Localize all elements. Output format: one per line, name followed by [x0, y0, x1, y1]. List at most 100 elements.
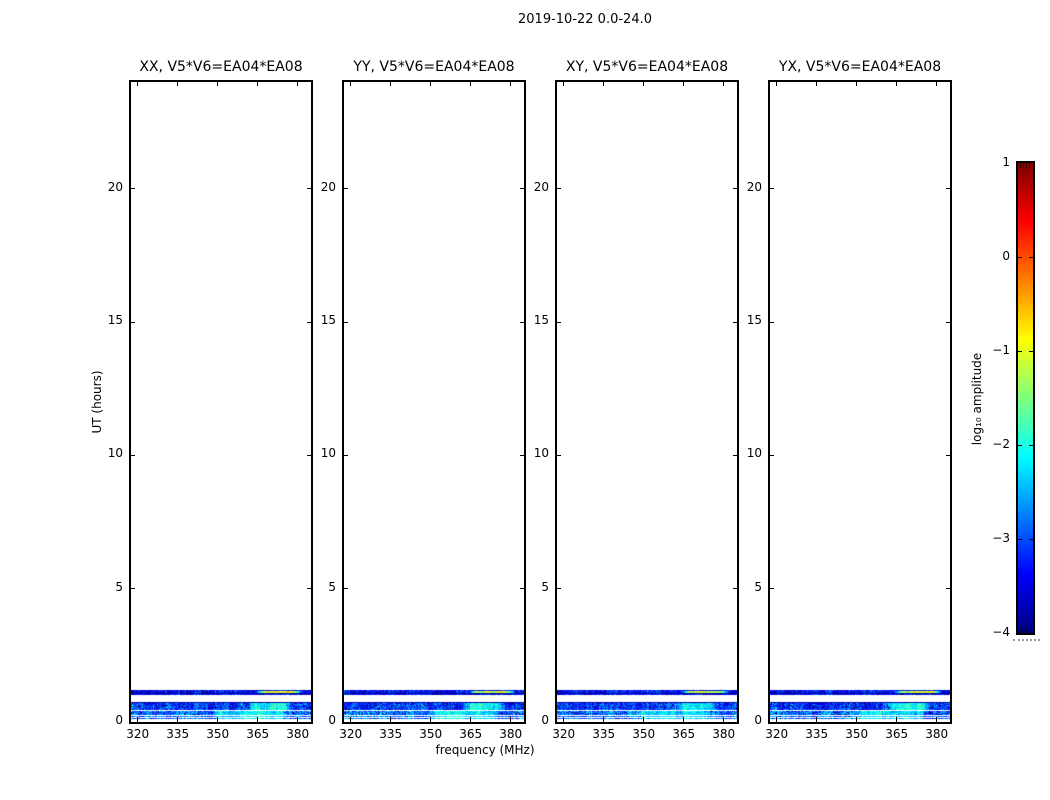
x-tick-mark-bottom: [257, 717, 259, 722]
y-tick-label: 20: [746, 179, 762, 194]
panel-yy-plot: 320 335 350 365 380 0 5 10 15 20: [321, 80, 526, 741]
y-tick-label: 0: [754, 713, 762, 727]
colorbar-tick-mark-left: [1018, 538, 1022, 540]
x-tick-label: 320: [126, 727, 150, 741]
x-tick-mark-bottom: [350, 717, 352, 722]
panel-xx-heatmap: [131, 82, 311, 722]
x-tick-label: 380: [499, 727, 523, 741]
y-tick-mark-left: [770, 588, 774, 590]
y-tick-mark-right: [733, 454, 737, 456]
panel-xy-plot: 320 335 350 365 380 0 5 10 15 20: [534, 80, 739, 741]
x-tick-mark-bottom: [816, 717, 818, 722]
x-tick-mark-top: [430, 82, 432, 86]
x-tick-mark-bottom: [510, 717, 512, 722]
x-tick-mark-top: [297, 82, 299, 86]
y-tick-label: 15: [533, 313, 549, 327]
x-tick-mark-bottom: [856, 717, 858, 722]
x-tick-label: 335: [379, 727, 403, 741]
y-tick-mark-left: [344, 454, 348, 456]
y-tick-label: 0: [115, 713, 123, 727]
colorbar-tick-label: −4: [992, 625, 1010, 639]
panel-yx-plot: 320 335 350 365 380 0 5 10 15 20: [747, 80, 952, 741]
y-tick-mark-right: [946, 454, 950, 456]
x-tick-mark-bottom: [430, 717, 432, 722]
y-tick-label: 10: [107, 446, 123, 461]
x-axis-label: frequency (MHz): [435, 743, 535, 757]
colorbar-tick-mark-left: [1018, 350, 1022, 352]
x-tick-label: 350: [419, 727, 443, 741]
y-tick-label: 20: [533, 179, 549, 194]
x-tick-mark-bottom: [217, 717, 219, 722]
x-tick-mark-bottom: [470, 717, 472, 722]
y-tick-mark-right: [307, 321, 311, 323]
y-tick-label: 0: [328, 713, 336, 727]
x-tick-mark-bottom: [723, 717, 725, 722]
x-tick-label: 320: [765, 727, 789, 741]
x-tick-mark-bottom: [683, 717, 685, 722]
y-tick-mark-left: [131, 454, 135, 456]
colorbar-top-hatch-marks: [1020, 163, 1031, 168]
x-tick-label: 380: [712, 727, 736, 741]
x-tick-label: 350: [632, 727, 656, 741]
panel-yx-title: YX, V5*V6=EA04*EA08: [778, 59, 942, 75]
y-tick-label: 10: [746, 446, 762, 461]
panel-yy: YY, V5*V6=EA04*EA08 320 335 350 365 380 0 5 10 1…: [321, 0, 526, 780]
colorbar-tick-label: −1: [992, 343, 1010, 357]
panel-xx-plot: 320 335 350 365 380 0 5 10 15 20: [108, 80, 313, 741]
y-tick-mark-right: [733, 188, 737, 190]
y-tick-label: 10: [320, 446, 336, 461]
panel-yx-heatmap: [770, 82, 950, 722]
x-tick-mark-bottom: [137, 717, 139, 722]
colorbar: 1 0 −1 −2 −3 −4: [992, 155, 1035, 639]
y-tick-mark-right: [733, 588, 737, 590]
x-tick-label: 335: [805, 727, 829, 741]
panel-xy-heatmap: [557, 82, 737, 722]
y-tick-label: 20: [107, 179, 123, 194]
y-tick-mark-left: [131, 321, 135, 323]
x-tick-mark-bottom: [297, 717, 299, 722]
y-tick-mark-left: [557, 588, 561, 590]
y-tick-mark-right: [946, 588, 950, 590]
panel-yy-title: YY, V5*V6=EA04*EA08: [353, 59, 515, 75]
colorbar-tick-mark-right: [1029, 256, 1033, 258]
x-tick-label: 380: [925, 727, 949, 741]
y-tick-label: 5: [754, 579, 762, 594]
colorbar-tick-label: −3: [992, 531, 1010, 545]
y-tick-mark-right: [946, 188, 950, 190]
y-tick-label: 5: [328, 579, 336, 594]
x-tick-mark-bottom: [936, 717, 938, 722]
x-tick-mark-top: [350, 82, 352, 86]
x-tick-label: 320: [552, 727, 576, 741]
y-tick-mark-left: [557, 188, 561, 190]
y-tick-mark-left: [557, 321, 561, 323]
figure-title: 2019-10-22 0.0-24.0: [518, 12, 652, 27]
panel-xy-title: XY, V5*V6=EA04*EA08: [565, 59, 729, 75]
x-tick-label: 365: [459, 727, 483, 741]
y-tick-mark-left: [344, 188, 348, 190]
x-tick-mark-top: [683, 82, 685, 86]
y-tick-label: 5: [115, 579, 123, 594]
y-tick-label: 0: [541, 713, 549, 727]
x-tick-mark-top: [510, 82, 512, 86]
x-tick-label: 380: [286, 727, 310, 741]
y-tick-mark-left: [770, 321, 774, 323]
x-tick-label: 365: [885, 727, 909, 741]
panel-xx-title: XX, V5*V6=EA04*EA08: [139, 59, 303, 75]
x-tick-mark-top: [896, 82, 898, 86]
y-tick-label: 15: [107, 313, 123, 327]
colorbar-tick-mark-left: [1018, 444, 1022, 446]
x-tick-mark-bottom: [177, 717, 179, 722]
y-tick-mark-left: [344, 588, 348, 590]
x-tick-mark-top: [936, 82, 938, 86]
y-tick-label: 20: [320, 179, 336, 194]
panel-xx: XX, V5*V6=EA04*EA08 320 335 350 365 380 0 5 10 1…: [108, 0, 313, 780]
panel-yx: YX, V5*V6=EA04*EA08 320 335 350 365 380 0 5 10 1…: [747, 0, 952, 780]
colorbar-tick-mark-left: [1018, 256, 1022, 258]
x-tick-mark-bottom: [603, 717, 605, 722]
y-tick-mark-left: [770, 454, 774, 456]
x-tick-mark-top: [643, 82, 645, 86]
colorbar-label: log₁₀ amplitude: [970, 352, 984, 446]
x-tick-mark-top: [217, 82, 219, 86]
x-tick-mark-bottom: [776, 717, 778, 722]
